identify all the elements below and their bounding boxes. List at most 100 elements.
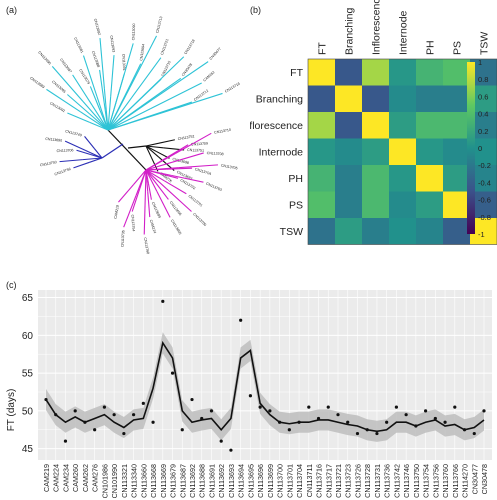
x-tick-label: CN113696 [256,464,265,498]
tree-branch [133,169,147,185]
heatmap-cell [389,218,416,245]
tree-tip-label: CN113698 [172,157,189,165]
heatmap-cell [389,138,416,165]
tree-branch [64,140,86,151]
tree-tip-label: CN113713 [155,16,163,33]
tree-branch [141,56,185,98]
tree-tip-label: CN113696 [169,201,183,217]
tree-branch [88,157,103,163]
heatmap-cell [335,85,362,112]
tree-branch [122,63,142,101]
data-point [462,428,467,432]
tree-branch [145,169,172,177]
heatmap-cell [416,85,443,112]
heatmap-cell [308,59,335,86]
heatmap-cell [308,218,335,245]
heatmap-cell [335,191,362,218]
data-point [258,405,262,409]
tree-tip-label: CN113718 [184,39,196,56]
data-point [63,439,68,443]
tree-branch [140,77,182,108]
data-point [316,416,321,421]
tree-branch [143,199,146,235]
heatmap-col-label: FT [317,42,329,55]
tree-tip-label: CN113703 [205,182,222,193]
heatmap-cell [362,191,389,218]
tree-tip-label: CN113096 [37,50,51,65]
tree-tip-label: CN113695 [170,219,182,236]
tree-tip-label: CN113092 [49,101,66,113]
x-tick-label: CAM224 [52,464,61,492]
heatmap-cell [362,85,389,112]
panel-b-label: (b) [250,5,261,15]
tree-tip-label: CN113754 [130,214,135,231]
tree-tip-label: CN113721 [160,38,170,55]
colorbar-tick-label: -1 [478,230,485,239]
data-point [170,371,175,375]
x-tick-label: CN101986 [100,464,109,498]
heatmap-cells: FT Branching Inflorescence Internode PH PS TSW… [250,0,497,245]
heatmap-row-label: PH [288,173,303,185]
tree-branch [145,101,193,118]
data-point [102,405,106,409]
tree-branch [166,188,192,212]
heatmap-cell [335,165,362,192]
colorbar-tick-label: -0.8 [478,213,491,222]
tree-branch [110,55,115,97]
data-point [93,428,97,432]
data-point [190,397,194,402]
x-tick-label: CN101990 [110,464,119,498]
x-tick-label: CN113746 [402,464,411,498]
tree-branch [118,43,134,92]
heatmap-col-label: Branching [344,8,356,55]
colorbar-tick-label: 1 [478,58,482,67]
x-tick-label: CN113321 [120,464,129,498]
tree-tip-label: CN113750 [40,160,57,167]
x-tick-label: CN113756 [431,464,440,498]
data-point [112,413,116,417]
x-tick-label: CN113699 [266,464,275,498]
y-tick-label: 60 [22,331,34,342]
tree-branch [147,183,152,200]
tree-branch [158,139,175,144]
tree-branch [145,169,149,184]
tree-branch [91,104,109,131]
x-tick-label: CN113736 [383,464,392,498]
tree-branch [84,136,95,149]
tree-branch [96,96,109,131]
heatmap-cell [308,112,335,139]
heatmap-cell [362,138,389,165]
tree-tip-label: CN113694 [139,44,145,61]
x-tick-label: CN113692 [188,464,197,498]
data-point [73,409,77,413]
colorbar-tick-label: -0.2 [478,161,491,170]
tree-tip-label: CAM219 [113,205,119,219]
tree-branch [145,145,152,158]
tree-branch [80,111,109,131]
tree-branch [107,96,112,131]
heatmap-cell [443,138,470,165]
heatmap-cell [308,138,335,165]
data-point [375,431,379,436]
tree-branch [175,132,212,154]
correlation-heatmap: (b) FT Branching Inflorescence Internode PH P… [250,0,497,245]
tree-tip-label: CN113760 [143,237,150,254]
data-point [229,448,233,452]
tree-branch [107,98,154,131]
data-point [54,413,58,417]
tree-tip-label: CN113704 [194,167,211,176]
heatmap-cell [389,59,416,86]
data-point [268,409,272,413]
colorbar-tick-label: 0.8 [478,75,488,84]
tree-branch [89,121,109,131]
heatmap-cell [416,59,443,86]
tree-tip-label: CN113706 [57,148,74,153]
x-tick-label: CN113695 [246,464,255,498]
heatmap-cell [362,165,389,192]
heatmap-cell [443,112,470,139]
tree-branch [59,159,83,163]
tree-branch [156,191,171,218]
y-tick-label: 65 [22,293,34,304]
